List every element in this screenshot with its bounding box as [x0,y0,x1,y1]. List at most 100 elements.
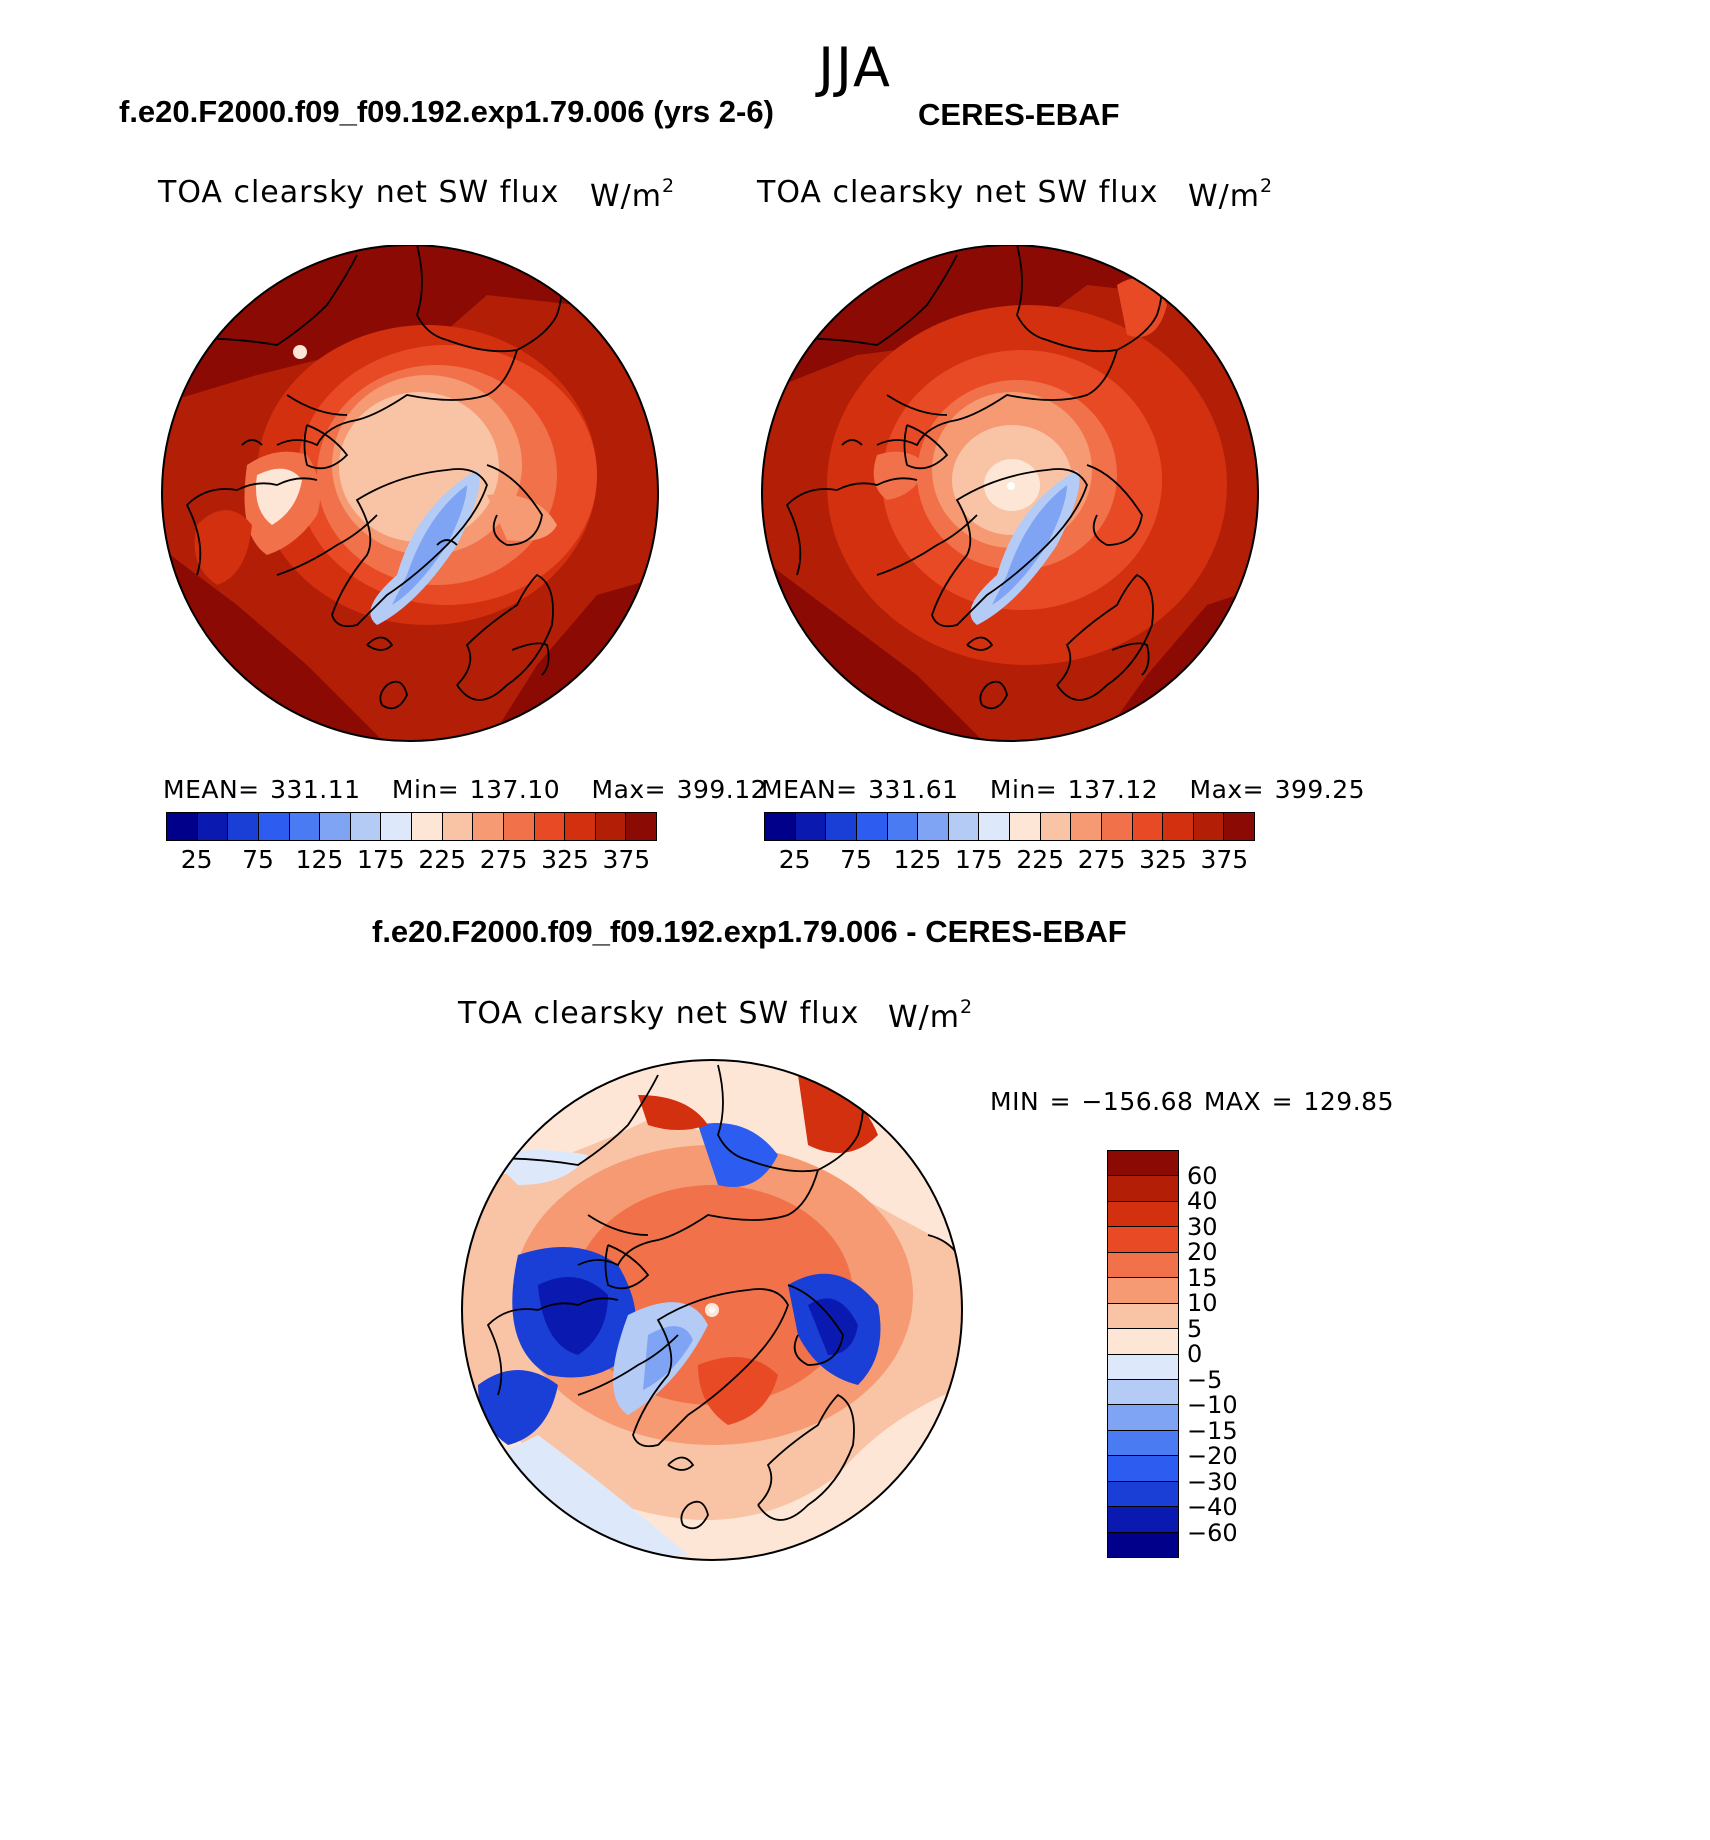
obs-colorbar-tick: 275 [1077,845,1126,874]
model-colorbar-box [565,813,596,840]
model-colorbar-tick: 125 [295,845,344,874]
model-colorbar-box [289,813,321,840]
model-colorbar-box [442,813,474,840]
model-colorbar-tick: 75 [242,845,274,874]
diff-colorbar-box [1108,1456,1178,1482]
diff-colorbar-box [1108,1176,1178,1202]
obs-colorbar-box [765,813,796,840]
diff-minmax: MIN = −156.68 MAX = 129.85 [990,1087,1394,1116]
diff-colorbar-box [1108,1507,1178,1533]
model-colorbar-tick: 25 [180,845,213,874]
diff-colorbar-box [1108,1278,1178,1304]
obs-variable-title: TOA clearsky net SW flux [757,175,1159,210]
diff-colorbar-tick: 15 [1187,1263,1218,1292]
diff-colorbar-box [1108,1201,1178,1228]
model-colorbar-box [320,813,351,840]
diff-colorbar-tick: −10 [1187,1391,1238,1419]
diff-colorbar-box [1108,1329,1178,1355]
diff-polar-map [461,1059,963,1561]
diff-colorbar-box [1108,1532,1178,1557]
model-colorbar-tick: 325 [541,845,589,874]
diff-units: W/m2 [888,996,974,1035]
obs-colorbar-tick: 25 [778,845,811,874]
obs-colorbar-box [1163,813,1194,840]
diff-case-title: f.e20.F2000.f09_f09.192.exp1.79.006 - CE… [372,914,1127,949]
model-stats: MEAN= 331.11 Min= 137.10 Max= 399.12 [163,775,768,804]
model-colorbar-box [595,813,627,840]
season-title: JJA [818,36,892,99]
model-colorbar-box [626,813,656,840]
diff-colorbar-tick: −60 [1187,1518,1238,1547]
diff-colorbar-tick: −40 [1187,1493,1238,1521]
diff-colorbar-box [1108,1354,1178,1380]
model-colorbar-box [381,813,412,840]
obs-colorbar-box [826,813,857,840]
diff-colorbar-box [1108,1430,1178,1457]
diff-colorbar-tick: 20 [1187,1238,1218,1266]
diff-colorbar-box [1108,1379,1178,1406]
model-colorbar-box [473,813,504,840]
model-colorbar-tick: 275 [479,845,528,874]
obs-colorbar-box [1071,813,1102,840]
diff-colorbar-tick: −15 [1187,1416,1238,1445]
obs-colorbar-box [1010,813,1041,840]
obs-case-title: CERES-EBAF [918,97,1120,132]
model-colorbar-tick: 225 [418,845,467,874]
diff-colorbar-box [1108,1252,1178,1279]
model-colorbar-box [412,813,443,840]
obs-colorbar-box [1101,813,1133,840]
obs-colorbar-tick: 75 [840,845,872,874]
model-colorbar-box [167,813,198,840]
obs-colorbar-box [856,813,888,840]
diff-colorbar-box [1108,1151,1178,1177]
model-colorbar-tick: 175 [356,845,405,874]
diff-colorbar-box [1108,1227,1178,1253]
obs-stats: MEAN= 331.61 Min= 137.12 Max= 399.25 [761,775,1366,804]
obs-colorbar [764,812,1255,841]
diff-colorbar-ticks: 60 40 30 20 15 10 5 0 −5 −10 −15 −20 −30 −40 −60 [1187,1150,1307,1558]
diff-colorbar-tick: −20 [1187,1442,1238,1470]
obs-colorbar-box [1193,813,1225,840]
diff-colorbar-tick: 5 [1187,1314,1203,1343]
model-colorbar-box [197,813,229,840]
diff-colorbar-tick: 0 [1187,1340,1203,1368]
obs-colorbar-box [979,813,1010,840]
obs-colorbar-box [918,813,949,840]
model-colorbar-box [258,813,290,840]
obs-colorbar-box [1224,813,1254,840]
model-colorbar-tick: 375 [602,845,651,874]
obs-colorbar-tick: 225 [1016,845,1065,874]
obs-colorbar-box [887,813,919,840]
model-colorbar-ticks: 25 75 125 175 225 275 325 375 [166,845,657,879]
diff-colorbar-tick: −30 [1187,1467,1238,1496]
model-colorbar-box [350,813,382,840]
obs-colorbar-box [1040,813,1072,840]
obs-units: W/m2 [1188,175,1274,214]
diff-colorbar-tick: −5 [1187,1365,1223,1394]
obs-colorbar-tick: 325 [1139,845,1187,874]
diff-colorbar-box [1108,1303,1178,1330]
obs-polar-map [761,245,1259,742]
diff-variable-title: TOA clearsky net SW flux [458,996,860,1031]
obs-colorbar-tick: 175 [954,845,1003,874]
obs-colorbar-ticks: 25 75 125 175 225 275 325 375 [764,845,1255,879]
diff-colorbar-tick: 10 [1187,1289,1218,1317]
model-colorbar-box [534,813,566,840]
model-colorbar [166,812,657,841]
model-colorbar-box [503,813,535,840]
obs-colorbar-box [948,813,980,840]
obs-colorbar-box [1132,813,1164,840]
obs-colorbar-tick: 125 [893,845,942,874]
diff-colorbar-tick: 60 [1187,1161,1218,1190]
model-colorbar-box [228,813,259,840]
obs-colorbar-tick: 375 [1200,845,1249,874]
diff-colorbar-box [1108,1405,1178,1431]
model-units: W/m2 [590,175,676,214]
diff-colorbar-tick: 40 [1187,1187,1218,1215]
model-variable-title: TOA clearsky net SW flux [158,175,560,210]
obs-colorbar-box [795,813,827,840]
model-case-title: f.e20.F2000.f09_f09.192.exp1.79.006 (yrs… [119,94,774,129]
diff-colorbar-box [1108,1481,1178,1508]
diff-colorbar [1107,1150,1179,1558]
diff-colorbar-tick: 30 [1187,1212,1218,1241]
